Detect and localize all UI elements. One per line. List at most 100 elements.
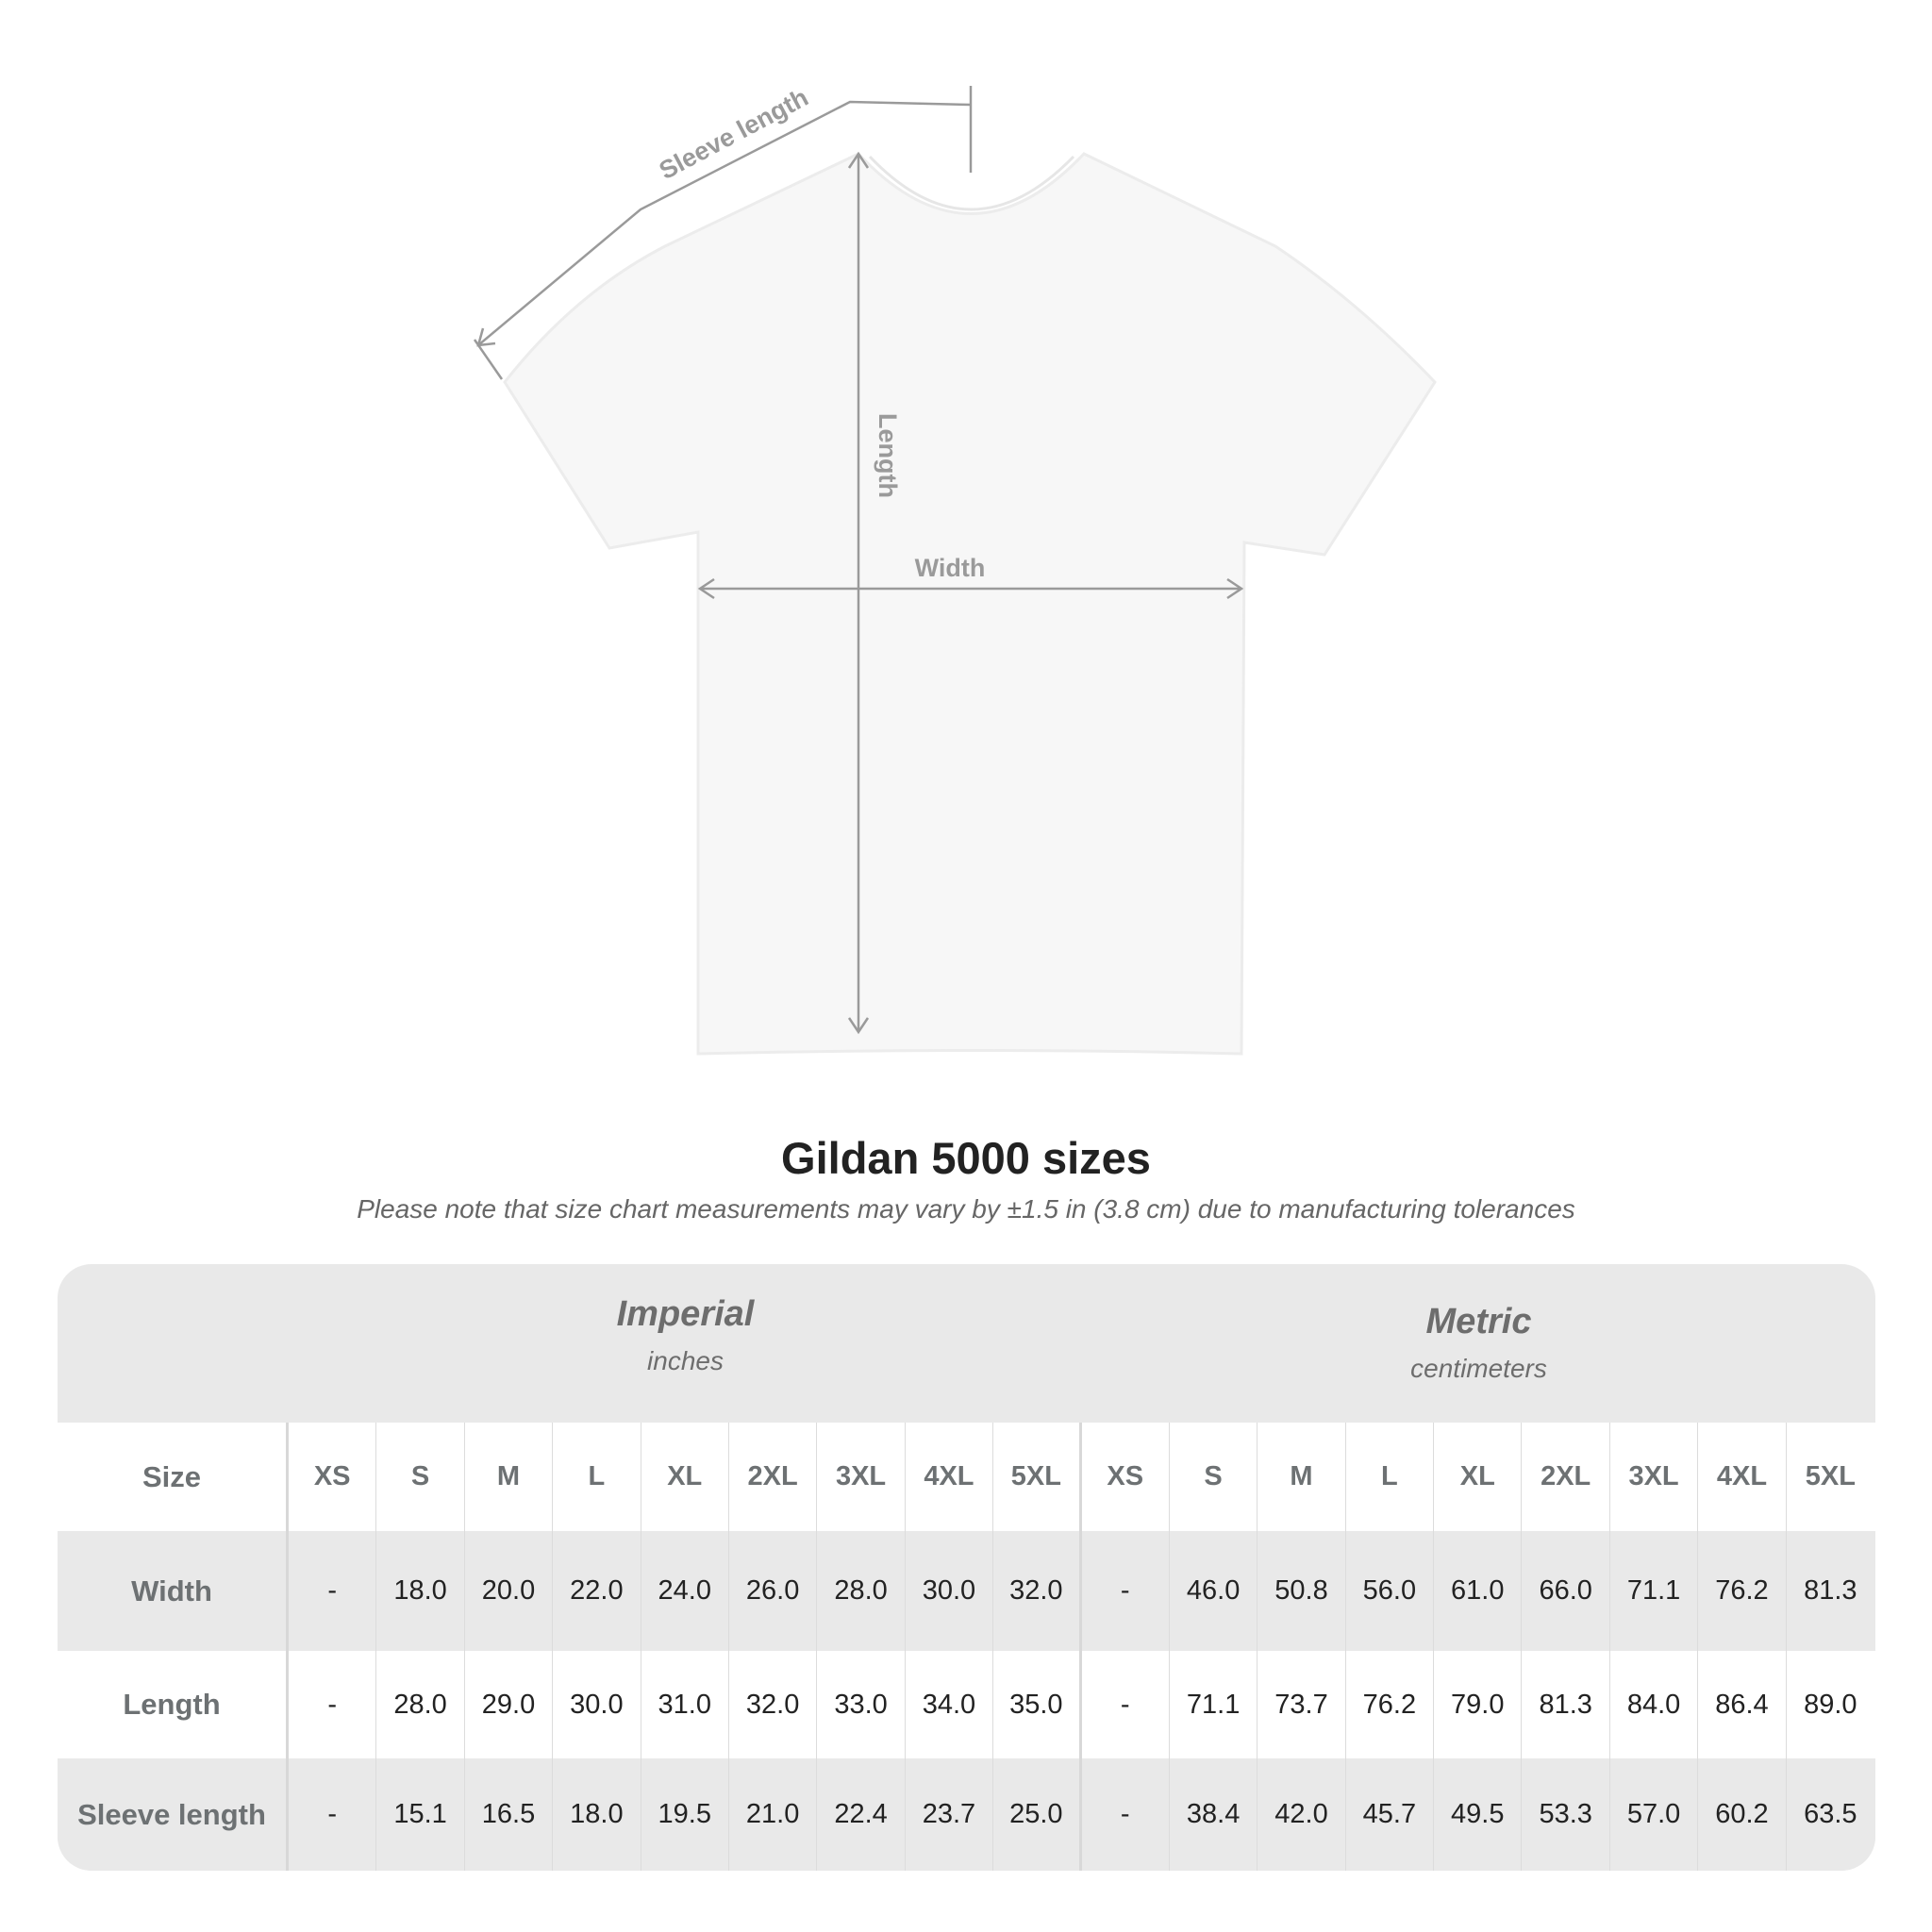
value-cell: 73.7 <box>1257 1651 1346 1758</box>
size-header-cell: 5XL <box>993 1423 1082 1531</box>
size-header-cell: XS <box>1082 1423 1170 1531</box>
value-cell: 18.0 <box>376 1531 465 1651</box>
table-row: Sleeve length -15.1 16.5 18.0 19.5 21.0 22.4 23… <box>58 1758 1875 1871</box>
value-cell: 24.0 <box>641 1531 729 1651</box>
row-label: Width <box>58 1531 289 1651</box>
sleeve-arrow <box>477 100 972 346</box>
row-label: Size <box>58 1423 289 1531</box>
collar-seam <box>868 155 1075 211</box>
value-cell: 22.0 <box>553 1531 641 1651</box>
value-cell: 46.0 <box>1170 1531 1258 1651</box>
imperial-unit: inches <box>647 1346 724 1375</box>
size-header-cell: 4XL <box>1698 1423 1787 1531</box>
size-header-cell: 3XL <box>817 1423 906 1531</box>
value-cell: 56.0 <box>1346 1531 1435 1651</box>
value-cell: 21.0 <box>729 1758 818 1871</box>
value-cell: 86.4 <box>1698 1651 1787 1758</box>
sleeve-arrow-head <box>476 327 496 347</box>
row-label: Length <box>58 1651 289 1758</box>
value-cell: 23.7 <box>906 1758 994 1871</box>
value-cell: 57.0 <box>1610 1758 1699 1871</box>
value-cell: 35.0 <box>993 1651 1082 1758</box>
size-header-cell: 5XL <box>1805 1461 1856 1491</box>
value-cell: 31.0 <box>641 1651 729 1758</box>
value-cell: 29.0 <box>465 1651 554 1758</box>
row-label: Sleeve length <box>58 1758 289 1871</box>
value-cell: 71.1 <box>1610 1531 1699 1651</box>
value-cell: 20.0 <box>465 1531 554 1651</box>
length-label: Length <box>874 413 902 498</box>
value-cell: 53.3 <box>1522 1758 1610 1871</box>
value-cell: - <box>289 1531 377 1651</box>
size-header-cell: 4XL <box>906 1423 994 1531</box>
value-cell: 16.5 <box>465 1758 554 1871</box>
value-cell: 28.0 <box>376 1651 465 1758</box>
size-header-cell: XL <box>641 1423 729 1531</box>
value-cell: - <box>289 1651 377 1758</box>
size-header-cell: L <box>553 1423 641 1531</box>
value-cell: - <box>1082 1651 1170 1758</box>
size-header-cell: M <box>1257 1423 1346 1531</box>
size-table: Imperial inches Metric centimeters Size X… <box>58 1264 1875 1871</box>
value-cell: 32.0 <box>729 1651 818 1758</box>
imperial-header: Imperial inches <box>289 1294 1082 1376</box>
value-cell: 30.0 <box>553 1651 641 1758</box>
value-cell: 66.0 <box>1522 1531 1610 1651</box>
value-cell: 22.4 <box>817 1758 906 1871</box>
size-header-cell: 2XL <box>729 1423 818 1531</box>
metric-unit: centimeters <box>1410 1354 1547 1383</box>
value-cell: 61.0 <box>1434 1531 1523 1651</box>
value-cell: 26.0 <box>729 1531 818 1651</box>
value-cell: - <box>289 1758 377 1871</box>
metric-title: Metric <box>1425 1302 1532 1341</box>
value-cell: 49.5 <box>1434 1758 1523 1871</box>
value-cell: 15.1 <box>376 1758 465 1871</box>
size-header-cell: XL <box>1434 1423 1523 1531</box>
value-cell: 76.2 <box>1698 1531 1787 1651</box>
value-cell: 60.2 <box>1698 1758 1787 1871</box>
size-header-cell: L <box>1346 1423 1435 1531</box>
width-arrow-head-left <box>697 577 715 600</box>
tolerance-note: Please note that size chart measurements… <box>357 1194 1575 1224</box>
value-cell: 38.4 <box>1170 1758 1258 1871</box>
size-header-cell: M <box>465 1423 554 1531</box>
page-title: Gildan 5000 sizes <box>781 1133 1151 1183</box>
size-header-cell: 2XL <box>1522 1423 1610 1531</box>
value-cell: 25.0 <box>993 1758 1082 1871</box>
value-cell: 81.3 <box>1804 1575 1857 1606</box>
table-row: Length -28.0 29.0 30.0 31.0 32.0 33.0 34.0 35.0-… <box>58 1651 1875 1758</box>
imperial-title: Imperial <box>616 1294 755 1334</box>
value-cell: 50.8 <box>1257 1531 1346 1651</box>
size-header-cell: S <box>376 1423 465 1531</box>
table-row: Width -18.0 20.0 22.0 24.0 26.0 28.0 30.0 32.0-4… <box>58 1531 1875 1651</box>
value-cell: 84.0 <box>1610 1651 1699 1758</box>
size-header-cell: 3XL <box>1610 1423 1699 1531</box>
value-cell: 42.0 <box>1257 1758 1346 1871</box>
tshirt-shape <box>503 152 1437 1056</box>
width-label: Width <box>915 554 986 582</box>
value-cell: - <box>1082 1758 1170 1871</box>
value-cell: 76.2 <box>1346 1651 1435 1758</box>
value-cell: 32.0 <box>993 1531 1082 1651</box>
value-cell: 79.0 <box>1434 1651 1523 1758</box>
value-cell: 18.0 <box>553 1758 641 1871</box>
size-header-cell: S <box>1170 1423 1258 1531</box>
length-arrow-head-bottom <box>847 1017 870 1035</box>
width-arrow-head-right <box>1226 577 1244 600</box>
metric-header: Metric centimeters <box>1082 1302 1875 1384</box>
tshirt-diagram: Width Length Sleeve length <box>473 83 1437 1056</box>
size-header-cell: XS <box>289 1423 377 1531</box>
length-arrow-head-top <box>847 151 870 169</box>
value-cell: 28.0 <box>817 1531 906 1651</box>
value-cell: 34.0 <box>906 1651 994 1758</box>
value-cell: 81.3 <box>1522 1651 1610 1758</box>
value-cell: 33.0 <box>817 1651 906 1758</box>
value-cell: 63.5 <box>1804 1799 1857 1829</box>
value-cell: 71.1 <box>1170 1651 1258 1758</box>
value-cell: - <box>1082 1531 1170 1651</box>
value-cell: 45.7 <box>1346 1758 1435 1871</box>
value-cell: 30.0 <box>906 1531 994 1651</box>
value-cell: 19.5 <box>641 1758 729 1871</box>
value-cell: 89.0 <box>1804 1689 1857 1720</box>
